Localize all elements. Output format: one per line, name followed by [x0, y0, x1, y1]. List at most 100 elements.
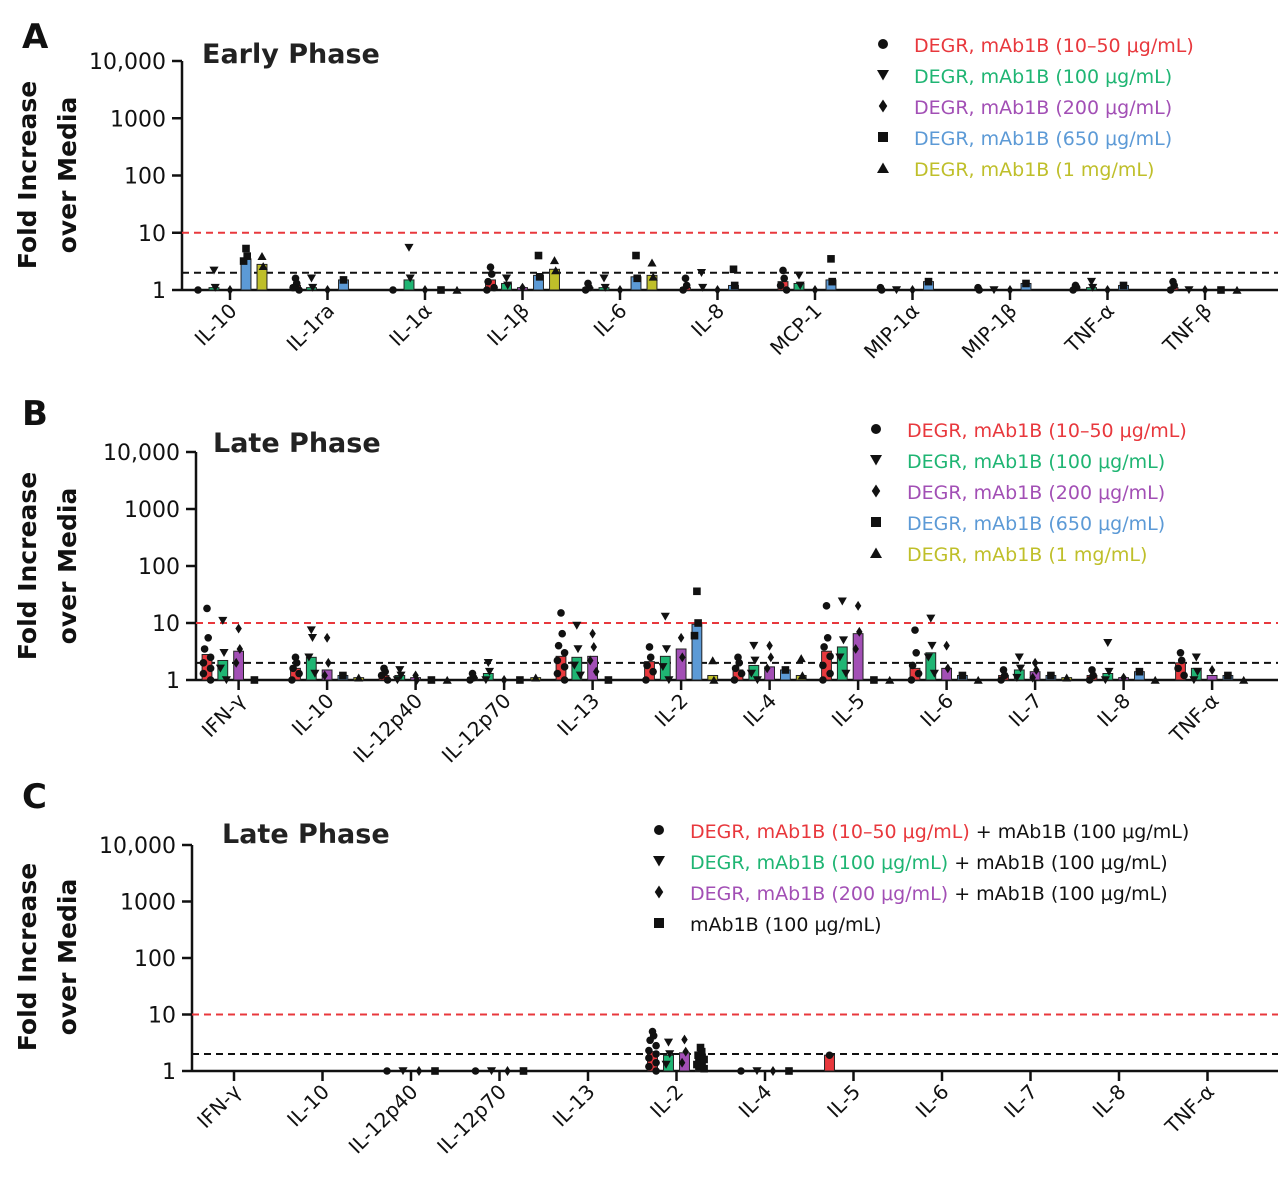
- data-point-il-5: [819, 661, 827, 670]
- data-point-il-13: [553, 656, 562, 665]
- data-point-il-1: [483, 286, 491, 294]
- data-point-il-2: [649, 667, 657, 676]
- data-point-il-13: [604, 676, 613, 684]
- y-tick-label: 1000: [120, 891, 176, 916]
- data-point-il-6: [633, 274, 641, 283]
- x-tick-label: IL-5: [822, 1080, 865, 1123]
- panel-letter: C: [22, 777, 47, 817]
- data-point-mip-1: [1022, 279, 1030, 288]
- y-tick-label: 1: [162, 1060, 176, 1085]
- data-point-il-12p40: [383, 676, 392, 684]
- data-point-tnf: [1192, 667, 1203, 676]
- data-point-il-4: [752, 676, 762, 685]
- data-point-il-2: [693, 1060, 701, 1069]
- data-point-il-4: [731, 664, 740, 673]
- x-tick-label: MIP-1α: [859, 299, 924, 364]
- data-point-tnf: [1208, 665, 1216, 675]
- legend-label: DEGR, mAb1B (10–50 μg/mL): [690, 821, 970, 843]
- bar-il-13-green: [571, 656, 583, 681]
- bar-il-2-green: [659, 655, 671, 681]
- data-point-il-4: [752, 1067, 762, 1076]
- data-point-il-1: [534, 251, 543, 260]
- data-point-il-10: [307, 633, 318, 642]
- data-point-mcp-1: [782, 286, 791, 294]
- data-point-il-5: [822, 602, 831, 610]
- data-point-il-2: [677, 632, 685, 643]
- y-tick-label: 1000: [110, 107, 166, 132]
- data-point-il-6: [944, 663, 952, 674]
- data-point-il-2: [700, 1055, 708, 1064]
- legend-label: DEGR, mAb1B (200 μg/mL): [914, 97, 1172, 119]
- data-point-tnf: [1177, 656, 1186, 665]
- x-tick-label: IL-7: [1004, 689, 1047, 732]
- data-point-mcp-1: [779, 266, 787, 275]
- x-tick-label: IL-12p70: [432, 1080, 511, 1159]
- x-tick-label: MIP-1β: [957, 299, 1022, 364]
- data-point-mip-1: [891, 286, 902, 295]
- data-point-il-6: [927, 641, 937, 650]
- data-point-il-4: [737, 1067, 745, 1075]
- data-point-il-6: [908, 661, 917, 670]
- y-tick-label: 10: [138, 222, 166, 247]
- data-point-il-12p70: [483, 659, 493, 668]
- x-tick-label: IL-10: [190, 299, 242, 351]
- data-point-il-12p70: [504, 1066, 511, 1076]
- data-point-il-8: [696, 268, 707, 277]
- data-point-il-6: [599, 274, 609, 283]
- data-point-il-8: [1104, 667, 1114, 676]
- data-point-il-5: [826, 669, 834, 678]
- data-point-tnf: [1184, 286, 1194, 295]
- legend-circle-icon: [654, 825, 664, 835]
- data-point-il-13: [592, 666, 600, 677]
- data-point-il-13: [560, 663, 569, 671]
- y-axis-label: over Media: [53, 488, 82, 645]
- legend-label: DEGR, mAb1B (100 μg/mL): [907, 451, 1165, 473]
- legend-entry: DEGR, mAb1B (10–50 μg/mL) + mAb1B (100 μ…: [690, 821, 1189, 843]
- y-axis-label: Fold Increase: [13, 472, 42, 660]
- x-tick-label: IL-12p40: [344, 1080, 423, 1159]
- data-point-il-12p70: [516, 676, 524, 684]
- data-point-il-12p70: [466, 676, 474, 684]
- legend-suffix: + mAb1B (100 μg/mL): [948, 852, 1168, 874]
- data-point-il-2: [679, 652, 686, 663]
- x-tick-label: TNF-α: [1060, 299, 1119, 358]
- data-point-il-12p70: [484, 667, 495, 676]
- data-point-il-1: [437, 286, 445, 294]
- data-point-il-1: [549, 256, 560, 265]
- y-tick-label: 1000: [124, 498, 180, 523]
- data-point-il-5: [835, 653, 845, 662]
- legend-entry: DEGR, mAb1B (100 μg/mL) + mAb1B (100 μg/…: [690, 852, 1168, 874]
- data-point-il-4: [737, 669, 746, 678]
- bar-il-5-green: [836, 646, 848, 681]
- data-point-il-7: [1012, 673, 1022, 682]
- x-tick-label: IL-12p40: [348, 689, 427, 768]
- x-tick-label: IL-13: [548, 1080, 600, 1132]
- data-point-il-1: [484, 277, 492, 286]
- data-point-mcp-1: [776, 281, 785, 290]
- data-point-ifn: [199, 659, 208, 667]
- legend-diamond-icon: [878, 99, 888, 113]
- x-tick-label: IFN-γ: [197, 688, 250, 741]
- y-tick-label: 100: [124, 165, 166, 190]
- legend-label: DEGR, mAb1B (200 μg/mL): [690, 883, 948, 905]
- data-point-il-2: [681, 1034, 688, 1045]
- data-point-il-10: [243, 252, 251, 260]
- data-point-il-2: [693, 587, 701, 596]
- data-point-il-6: [929, 669, 939, 678]
- legend-suffix: + mAb1B (100 μg/mL): [948, 883, 1168, 905]
- x-tick-label: IL-1α: [384, 299, 436, 351]
- data-point-il-2: [664, 676, 674, 685]
- data-point-il-10: [354, 673, 364, 682]
- data-point-il-6: [648, 272, 658, 281]
- data-point-il-2: [646, 653, 655, 662]
- data-point-il-12p40: [377, 671, 386, 680]
- data-point-il-2: [682, 1046, 689, 1057]
- x-tick-label: IL-8: [1088, 1080, 1131, 1123]
- data-point-il-2: [658, 663, 668, 672]
- data-point-il-2: [708, 656, 718, 665]
- data-point-il-10: [295, 669, 303, 678]
- data-point-tnf: [1232, 285, 1242, 294]
- data-point-il-2: [665, 1050, 675, 1059]
- data-point-il-1: [405, 274, 415, 283]
- bar-il-1-green: [403, 279, 415, 291]
